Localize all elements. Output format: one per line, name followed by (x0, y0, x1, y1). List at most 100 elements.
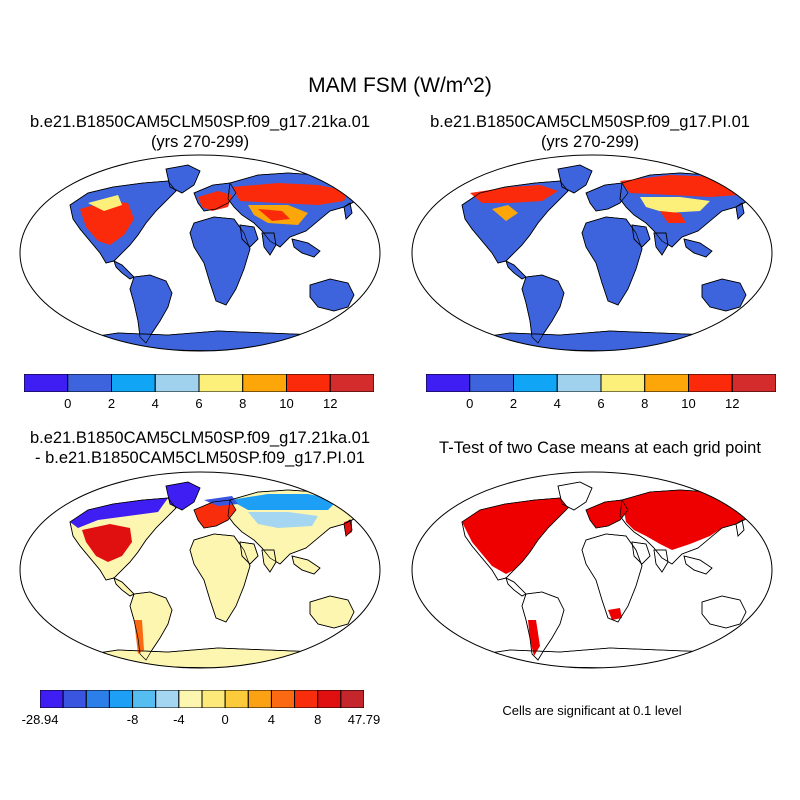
colorbar-swatch (644, 374, 689, 392)
coastline-centralAm (113, 577, 135, 597)
colorbar-swatch (132, 690, 157, 708)
field-region (660, 211, 686, 223)
coastline-nz (355, 310, 363, 324)
colorbar-tick-label: 47.79 (347, 712, 381, 727)
coastline-australia (701, 595, 747, 629)
colorbar-swatch (426, 374, 471, 392)
coastline-australia (701, 278, 747, 312)
panel-title-top-left: b.e21.B1850CAM5CLM50SP.f09_g17.21ka.01 (… (0, 112, 400, 152)
colorbar-swatch (286, 374, 331, 392)
coastline-africa (581, 533, 643, 623)
colorbar-tick-label: 0 (221, 712, 229, 727)
field-region (230, 494, 338, 510)
land-antarctica (77, 330, 349, 351)
colorbar-tick-label: 12 (725, 396, 740, 411)
field-region (258, 209, 290, 221)
coastline-greenland (165, 164, 201, 194)
colorbar-swatch (270, 690, 296, 708)
land-nz (355, 310, 363, 324)
colorbar-top-right (426, 374, 776, 392)
colorbar-swatch (178, 690, 203, 708)
colorbar-tick-label: -4 (173, 712, 185, 727)
coastline-nz (355, 627, 363, 641)
coastline-australia (309, 278, 355, 312)
colorbar-tick-label: 2 (509, 396, 518, 411)
field-region (748, 630, 756, 640)
colorbar-tick-label: 2 (107, 396, 116, 411)
coastline-centralAm (505, 577, 527, 597)
coastline-europe (193, 182, 237, 212)
colorbar-swatch (108, 690, 134, 708)
map-top-right (411, 154, 773, 352)
colorbar-tick-label: 8 (314, 712, 322, 727)
coastline-greenland (557, 481, 593, 511)
coastline-india (653, 232, 669, 256)
field-region (232, 183, 348, 205)
coastline-northAmerica (461, 497, 569, 581)
coastline-northAmerica (69, 497, 177, 581)
colorbar-swatch (294, 690, 319, 708)
colorbar-tick-label: 8 (239, 396, 247, 411)
colorbar-swatch (67, 374, 112, 392)
panel-title-top-right-line2: (yrs 270-299) (540, 133, 640, 151)
field-region (640, 197, 710, 213)
panel-title-bottom-left-line2: - b.e21.B1850CAM5CLM50SP.f09_g17.PI.01 (35, 449, 365, 467)
coastline-africa (189, 216, 251, 306)
colorbar-tick-label: 6 (597, 396, 605, 411)
coastline-india (653, 549, 669, 573)
panel-title-bottom-right: T-Test of two Case means at each grid po… (439, 439, 761, 457)
colorbar-swatch (317, 690, 342, 708)
map-bottom-right (411, 471, 773, 669)
colorbar-top-left-labels: 0 2 4 6 8 10 12 (24, 396, 374, 414)
colorbar-swatch (247, 690, 272, 708)
coastline-africa (581, 216, 643, 306)
land-nz (355, 627, 363, 641)
colorbar-swatch (111, 374, 156, 392)
field-region (462, 498, 568, 574)
colorbar-top-right-labels: 0 2 4 6 8 10 12 (426, 396, 776, 414)
field-region (622, 490, 750, 550)
colorbar-swatch (340, 690, 364, 708)
coastline-europe (193, 499, 237, 529)
field-region (88, 195, 122, 211)
colorbar-swatch (600, 374, 646, 392)
coastline-greenland (557, 164, 593, 194)
colorbar-bottom-left-labels: -28.94 -8 -4 0 4 8 47.79 (22, 712, 381, 730)
colorbar-bottom-left (40, 690, 364, 708)
panel-title-bottom-left-line1: b.e21.B1850CAM5CLM50SP.f09_g17.21ka.01 (29, 429, 371, 447)
coastline-northAmerica (461, 180, 569, 264)
coastline-northAmerica (69, 180, 177, 264)
coastline-australia (309, 595, 355, 629)
land-nz (747, 310, 755, 324)
field-region (80, 201, 134, 245)
coastline-seAsia (291, 238, 321, 258)
coastline-europe (585, 499, 629, 529)
coastline-nz (747, 627, 755, 641)
coastline-nz (747, 310, 755, 324)
coastline-africa (189, 533, 251, 623)
coastline-centralAm (505, 260, 527, 280)
colorbar-swatch (556, 374, 602, 392)
coastline-southAmerica (521, 591, 565, 661)
colorbar-swatch (198, 374, 244, 392)
colorbar-tick-label: 12 (323, 396, 338, 411)
coastline-greenland (165, 481, 201, 511)
colorbar-swatch (24, 374, 69, 392)
panel-title-top-left-line2: (yrs 270-299) (150, 133, 250, 151)
colorbar-swatch (513, 374, 558, 392)
coastline-india (261, 549, 277, 573)
colorbar-swatch (85, 690, 110, 708)
field-region (470, 185, 558, 203)
colorbar-tick-label: 10 (279, 396, 294, 411)
panel-title-top-right: b.e21.B1850CAM5CLM50SP.f09_g17.PI.01 (yr… (400, 112, 780, 152)
significance-note: Cells are significant at 0.1 level (502, 703, 682, 718)
map-frame (19, 471, 381, 669)
map-frame (411, 154, 773, 352)
panel-title-top-left-line1: b.e21.B1850CAM5CLM50SP.f09_g17.21ka.01 (29, 113, 371, 131)
colorbar-tick-label: 0 (64, 396, 72, 411)
colorbar-swatch (154, 374, 200, 392)
colorbar-swatch (688, 374, 733, 392)
colorbar-tick-label: 4 (267, 712, 276, 727)
coastline-arabia (631, 541, 651, 565)
colorbar-swatch (155, 690, 180, 708)
